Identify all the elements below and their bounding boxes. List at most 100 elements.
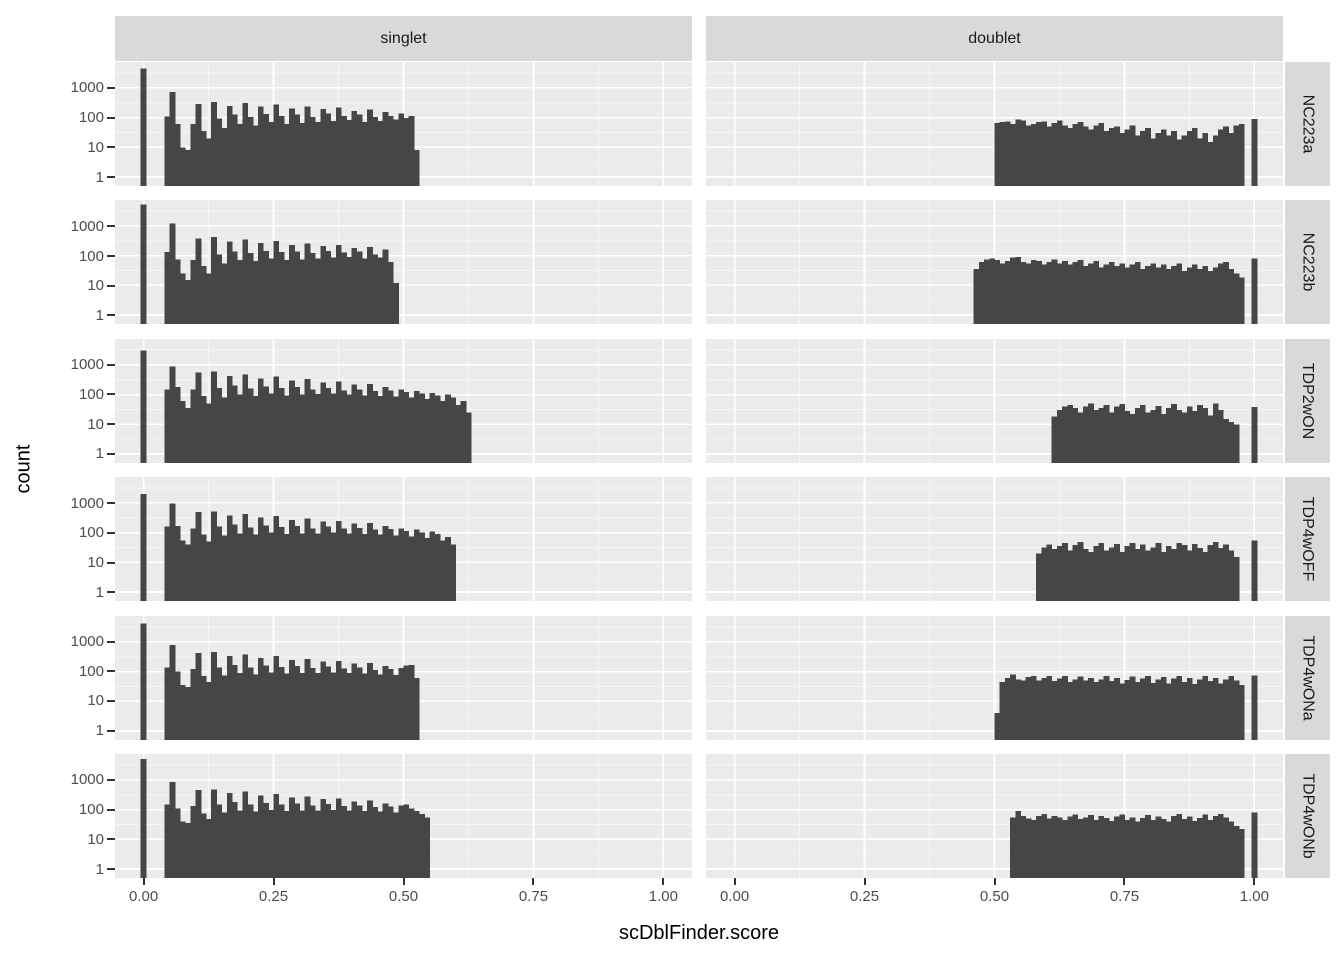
histogram-bar — [1046, 262, 1053, 325]
gridline-minor — [598, 754, 599, 878]
histogram-bar — [1129, 817, 1136, 878]
histogram-bar — [387, 529, 394, 602]
histogram-bar — [299, 533, 306, 602]
gridline-major — [863, 615, 866, 740]
x-tick-mark — [733, 878, 736, 885]
gridline-minor — [208, 62, 210, 186]
histogram-bar — [335, 381, 342, 463]
x-tick-label: 0.50 — [979, 888, 1010, 905]
histogram-bar — [1119, 814, 1125, 878]
histogram-bar — [283, 534, 290, 602]
histogram-bar — [393, 396, 399, 463]
histogram-bar — [1186, 406, 1193, 463]
histogram-bar — [273, 376, 280, 463]
histogram-bar — [1129, 413, 1136, 463]
histogram-bar — [341, 390, 347, 463]
facet-panel-TDP2wON-doublet — [706, 338, 1283, 463]
histogram-bar — [1088, 677, 1094, 740]
facet-strip-row-NC223a: NC223a — [1285, 62, 1330, 186]
gridline-major — [733, 338, 736, 463]
histogram-bar — [1103, 818, 1110, 878]
histogram-bar — [1119, 403, 1125, 463]
histogram-bar — [398, 667, 404, 740]
gridline-minor — [468, 477, 469, 602]
y-tick-mark — [107, 146, 115, 149]
histogram-bar — [1223, 817, 1229, 878]
gridline-minor — [598, 200, 599, 325]
histogram-bar — [164, 252, 171, 325]
histogram-bar — [190, 260, 197, 325]
gridline-minor — [1189, 615, 1190, 740]
gridline-minor — [799, 200, 801, 325]
histogram-bar — [169, 503, 176, 602]
histogram-bar — [434, 534, 441, 602]
histogram-bar — [1098, 267, 1105, 325]
histogram-bar — [1124, 267, 1131, 325]
histogram-bar — [419, 393, 425, 463]
histogram-bar — [278, 115, 285, 186]
gridline-major — [662, 338, 665, 463]
histogram-bar — [1114, 266, 1120, 325]
histogram-bar — [1218, 409, 1224, 463]
histogram-bar — [1062, 675, 1068, 740]
histogram-bar — [1088, 129, 1094, 186]
gridline-minor — [1059, 754, 1060, 878]
histogram-bar — [1088, 552, 1094, 602]
y-tick-mark — [107, 255, 115, 257]
zero-score-spike-bar — [140, 350, 147, 463]
histogram-bar — [367, 800, 373, 878]
histogram-bar — [320, 382, 327, 463]
histogram-bar — [309, 528, 316, 602]
gridline-minor — [1059, 200, 1060, 325]
histogram-bar — [1082, 406, 1089, 463]
histogram-bar — [1103, 550, 1110, 602]
histogram-bar — [1077, 676, 1084, 740]
histogram-bar — [1207, 819, 1214, 878]
histogram-bar — [1202, 133, 1209, 186]
histogram-bar — [294, 386, 301, 463]
histogram-bar — [413, 391, 420, 463]
y-axis-title: count — [12, 444, 35, 494]
histogram-bar — [335, 107, 342, 186]
histogram-bar — [1186, 550, 1193, 602]
zero-score-spike-bar — [140, 68, 147, 186]
y-tick-mark — [107, 591, 115, 594]
y-tick-label: 1 — [95, 583, 104, 601]
y-tick-label: 10 — [87, 138, 104, 156]
histogram-bar — [445, 537, 451, 602]
histogram-bar — [320, 108, 327, 186]
gridline-major — [1253, 477, 1256, 602]
gridline-major — [662, 477, 665, 602]
gridline-major — [532, 754, 535, 878]
histogram-bar — [1197, 678, 1203, 740]
histogram-bar — [1056, 120, 1063, 186]
histogram-bar — [263, 386, 269, 463]
histogram-bar — [1030, 124, 1037, 186]
histogram-bar — [346, 672, 353, 740]
histogram-bar — [1233, 273, 1240, 325]
histogram-bar — [408, 397, 415, 463]
histogram-bar — [372, 529, 379, 602]
histogram-bar — [195, 790, 202, 878]
histogram-bar — [268, 809, 275, 878]
histogram-bar — [1082, 817, 1089, 878]
histogram-bar — [231, 524, 238, 602]
histogram-bar — [1051, 815, 1058, 878]
histogram-bar — [1207, 545, 1214, 602]
histogram-bar — [1223, 126, 1229, 186]
x-tick-label: 0.00 — [128, 888, 159, 905]
histogram-bar — [1207, 271, 1214, 325]
histogram-bar — [1228, 269, 1235, 325]
histogram-bar — [200, 266, 207, 325]
gridline-minor — [208, 477, 210, 602]
histogram-bar — [283, 260, 290, 325]
histogram-bar — [1186, 816, 1193, 878]
histogram-bar — [304, 106, 311, 186]
one-score-spike-bar — [1251, 118, 1258, 186]
y-tick-label: 100 — [78, 801, 104, 819]
gridline-major — [1123, 62, 1126, 186]
histogram-bar — [185, 686, 191, 740]
histogram-bar — [273, 104, 280, 186]
histogram-bar — [231, 385, 238, 463]
